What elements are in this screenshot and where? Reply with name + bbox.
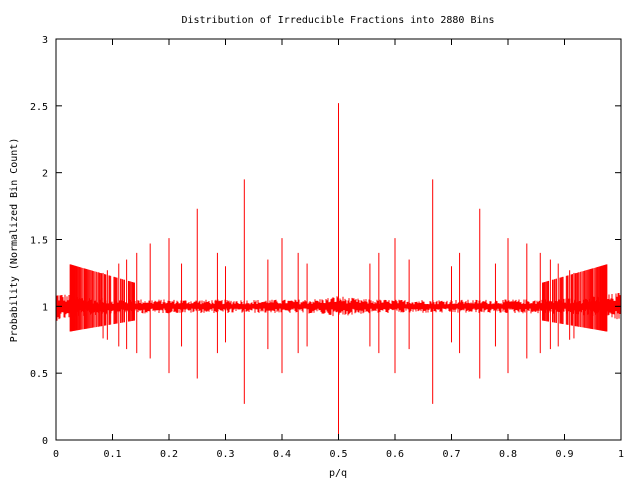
tick-layer: 0 0.1 0.2 0.3 0.4 0.5 0.6 0.7 0.8 0.9 1 0 0.5 1 1.5 2 2.… [30,35,624,460]
y-tick-label: 2.5 [30,102,48,113]
y-tick-label: 0.5 [30,369,48,380]
x-tick-label: 0.7 [442,449,460,460]
x-tick-label: 0.8 [499,449,517,460]
x-tick-label: 0.1 [103,449,121,460]
x-tick-label: 0.9 [555,449,573,460]
y-tick-label: 3 [42,35,48,46]
x-tick-label: 0.4 [273,449,291,460]
x-tick-label: 0.2 [160,449,178,460]
y-tick-label: 1 [42,302,48,313]
plot-frame [55,38,622,441]
y-tick-label: 1.5 [30,236,48,247]
chart-title: Distribution of Irreducible Fractions in… [181,15,494,26]
y-tick-label: 2 [42,169,48,180]
x-tick-label: 0 [53,449,59,460]
x-axis-title: p/q [329,468,347,479]
x-tick-label: 0.5 [329,449,347,460]
x-tick-label: 0.6 [386,449,404,460]
x-tick-label: 1 [618,449,624,460]
x-tick-label: 0.3 [216,449,234,460]
data-layer [55,103,622,440]
y-tick-label: 0 [42,436,48,447]
y-axis-title: Probability (Normalized Bin Count) [9,138,20,343]
